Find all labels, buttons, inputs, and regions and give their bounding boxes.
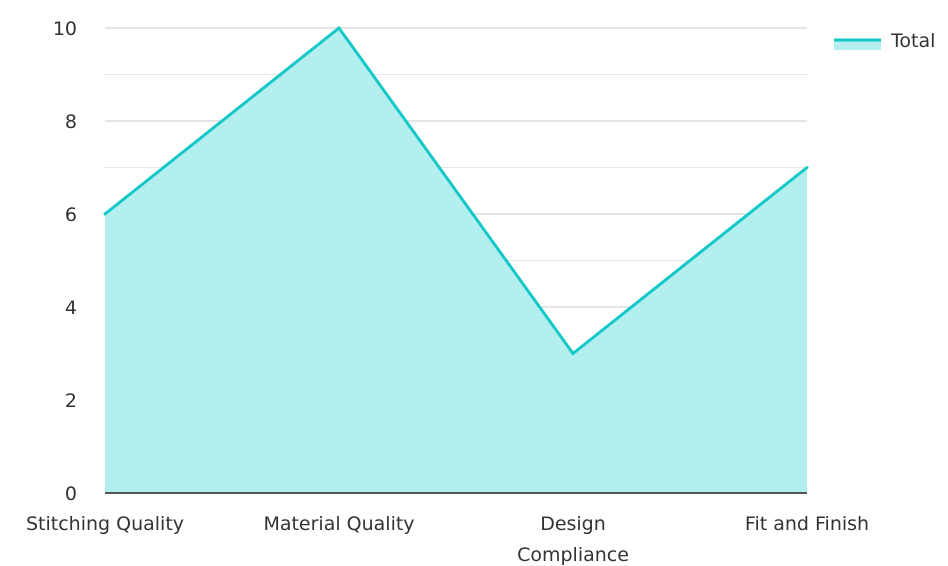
y-tick-label: 8 xyxy=(65,111,77,133)
x-tick-label: Material Quality xyxy=(263,513,414,535)
legend-label-total: Total xyxy=(890,30,935,52)
data-point-1 xyxy=(103,212,107,216)
series-line xyxy=(104,25,808,356)
tick-label-layer: 0 2 4 6 8 10 Stitching Quality Material Quality… xyxy=(26,18,869,566)
data-point-4 xyxy=(805,166,809,169)
x-tick-label: Fit and Finish xyxy=(745,513,869,535)
data-point-3 xyxy=(571,352,575,355)
series-area-fill xyxy=(105,28,807,493)
y-tick-label: 4 xyxy=(65,297,77,319)
series-area-layer xyxy=(103,25,809,493)
legend-swatch-fill xyxy=(834,40,881,50)
y-tick-label: 10 xyxy=(53,18,77,40)
x-tick-label: Stitching Quality xyxy=(26,513,184,535)
data-point-2 xyxy=(337,26,341,30)
y-tick-label: 2 xyxy=(65,390,77,412)
legend: Total xyxy=(834,30,935,52)
y-tick-label: 0 xyxy=(65,483,77,505)
x-tick-label: Design Compliance xyxy=(517,513,629,566)
y-tick-label: 6 xyxy=(65,204,77,226)
